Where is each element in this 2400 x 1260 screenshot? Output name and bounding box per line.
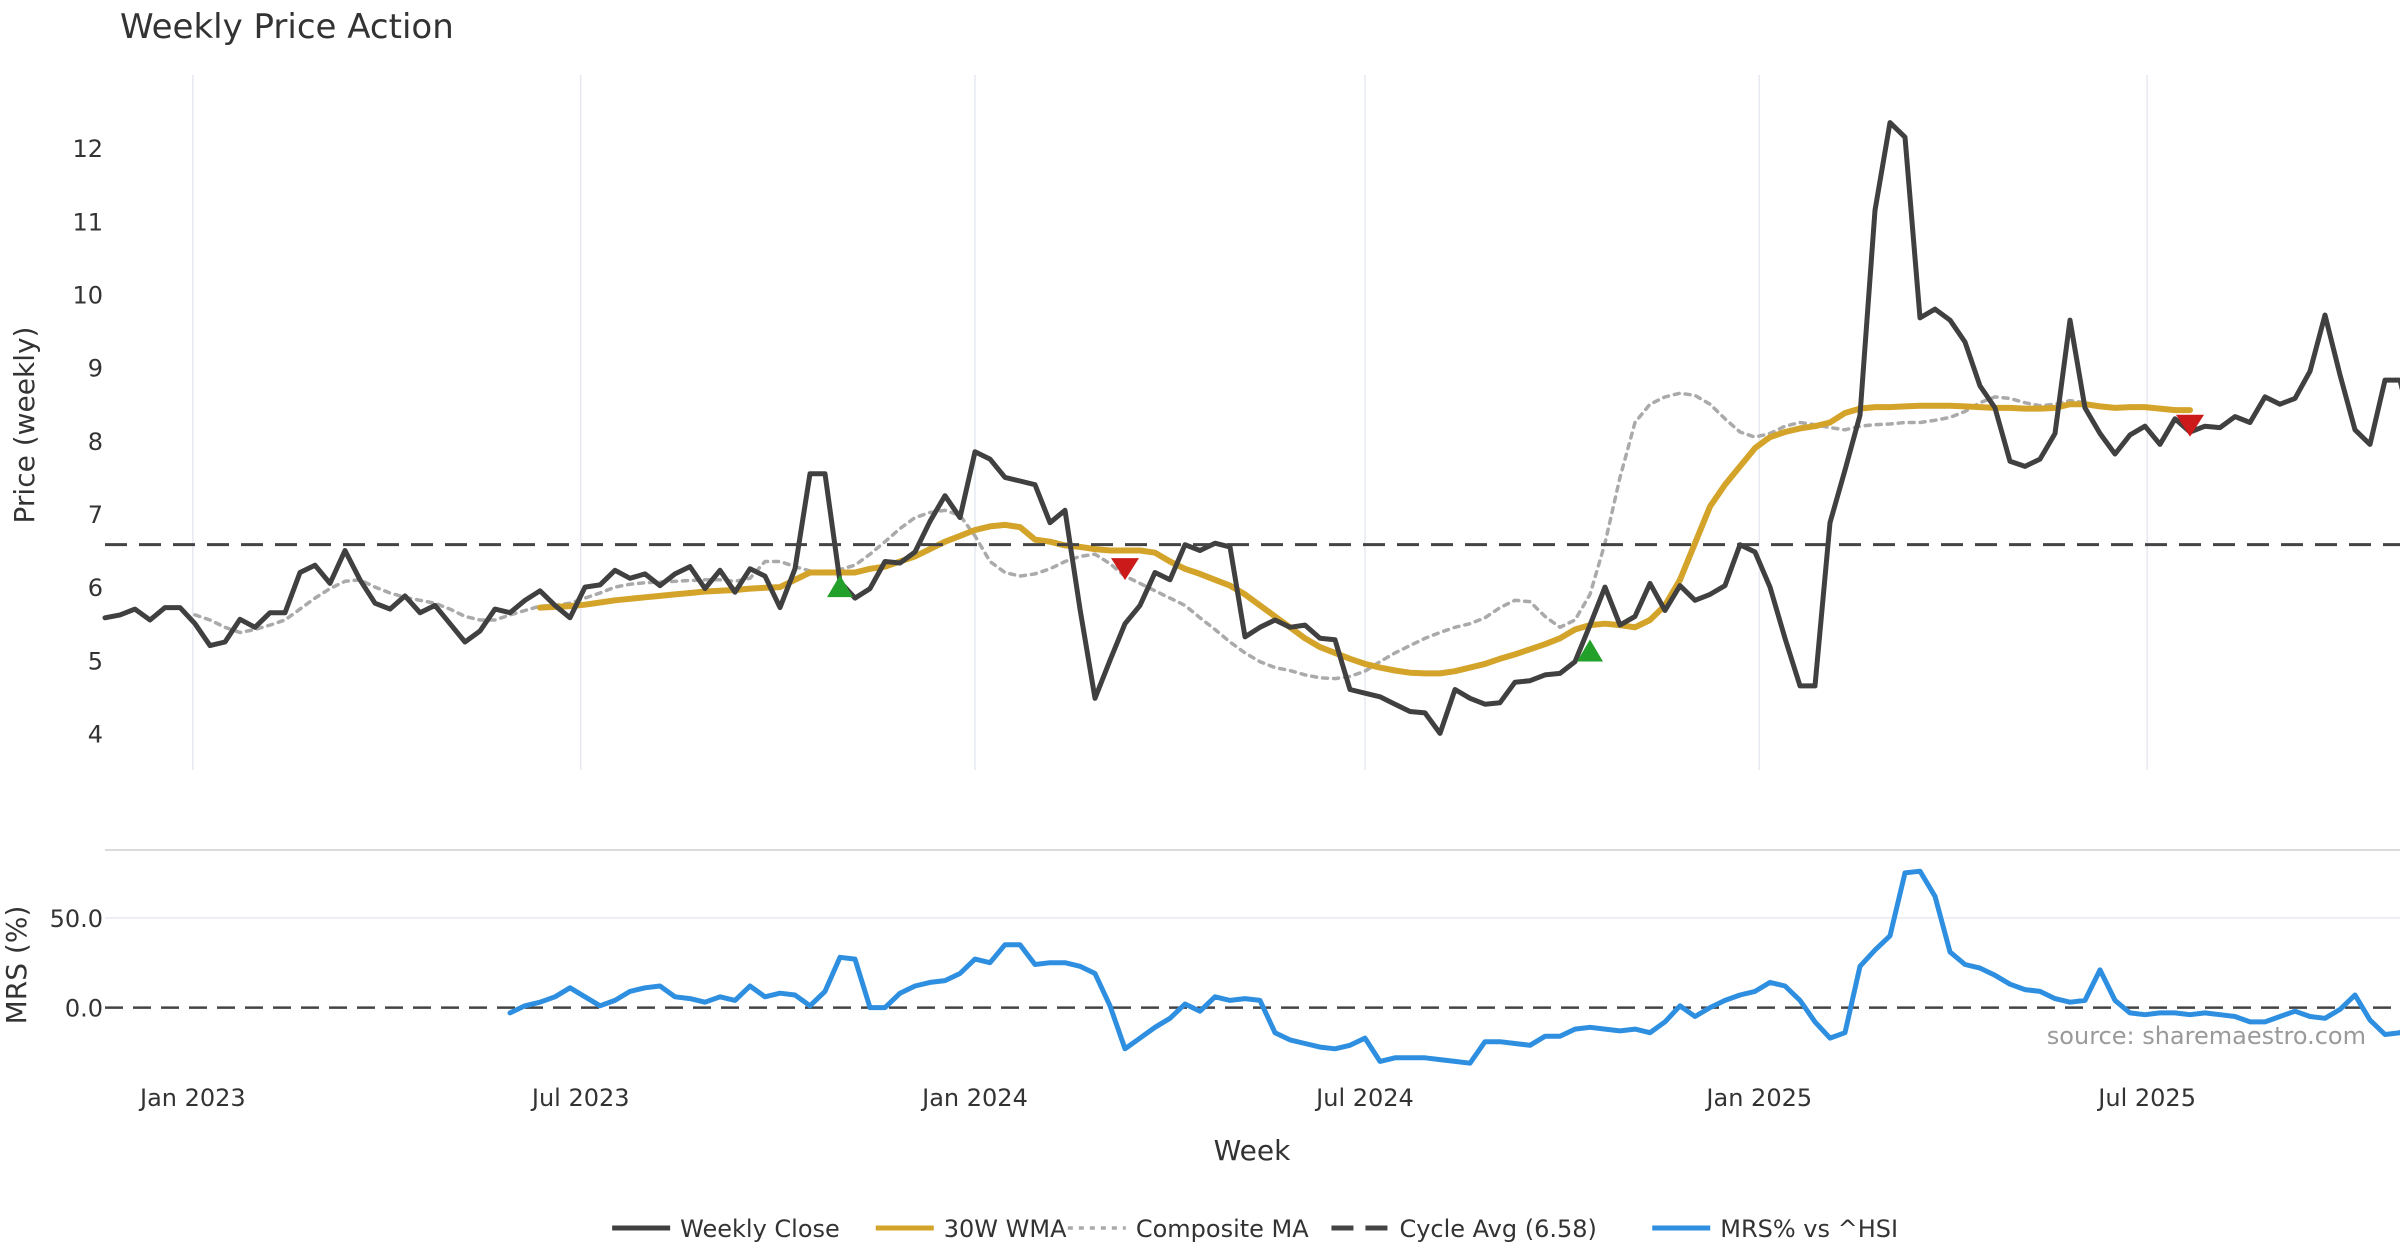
price-y-axis-label: Price (weekly) — [8, 327, 41, 524]
price-y-tick-label: 4 — [88, 720, 103, 748]
legend-label: Cycle Avg (6.58) — [1399, 1215, 1596, 1243]
mrs-y-tick-label: 50.0 — [50, 905, 103, 933]
price-y-tick-label: 10 — [72, 281, 103, 309]
price-y-tick-label: 6 — [88, 574, 103, 602]
legend-label: Weekly Close — [680, 1215, 840, 1243]
x-tick-label: Jan 2023 — [138, 1084, 246, 1112]
sell-signal-marker — [2176, 414, 2204, 437]
legend: Weekly Close 30W WMA Composite MA Cycle Avg… — [612, 1215, 1898, 1243]
source-credit: source: sharemaestro.com — [2047, 1022, 2366, 1050]
legend-label: Composite MA — [1136, 1215, 1309, 1243]
mrs-y-axis-label: MRS (%) — [0, 906, 33, 1025]
buy-signal-marker — [827, 575, 853, 598]
x-tick-label: Jan 2025 — [1704, 1084, 1812, 1112]
x-tick-label: Jul 2025 — [2096, 1084, 2196, 1112]
chart-title: Weekly Price Action — [120, 7, 454, 47]
price-panel: 4 5 6 7 8 9 10 11 12 — [72, 120, 2400, 748]
mrs-panel: 50.0 0.0 — [50, 868, 2400, 1066]
mrs-y-tick-label: 0.0 — [65, 995, 103, 1023]
legend-label: 30W WMA — [944, 1215, 1067, 1243]
mrs-hsi-line — [507, 868, 2400, 1066]
x-axis-label: Week — [1214, 1134, 1291, 1167]
price-y-tick-label: 5 — [88, 647, 103, 675]
x-tick-label: Jul 2023 — [530, 1084, 630, 1112]
legend-label: MRS% vs ^HSI — [1720, 1215, 1898, 1243]
price-y-tick-label: 11 — [72, 208, 103, 236]
x-tick-label: Jul 2024 — [1314, 1084, 1414, 1112]
vertical-grid — [192, 75, 2148, 770]
composite-ma-line — [193, 391, 2117, 681]
x-tick-label: Jan 2024 — [920, 1084, 1028, 1112]
price-y-tick-label: 12 — [72, 135, 103, 163]
x-axis: Jan 2023 Jul 2023 Jan 2024 Jul 2024 Jan 2025… — [138, 1084, 2196, 1112]
sell-signal-marker — [1111, 558, 1139, 581]
price-y-tick-label: 8 — [88, 428, 103, 456]
price-y-tick-label: 9 — [88, 355, 103, 383]
30w-wma-line — [537, 401, 2193, 677]
price-y-tick-label: 7 — [88, 501, 103, 529]
weekly-close-line — [102, 120, 2400, 736]
buy-signal-marker — [1577, 639, 1603, 662]
